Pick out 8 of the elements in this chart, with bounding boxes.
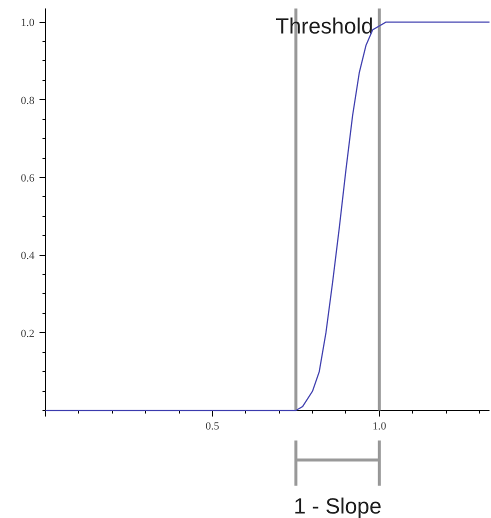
text: 1 - Slope: [294, 494, 382, 518]
y-tick-label: 0.2: [20, 328, 34, 340]
y-tick-label: 1.0: [20, 17, 35, 30]
ref-line-label: Threshold: [276, 14, 374, 38]
y-tick-label: 0.6: [20, 172, 35, 184]
y-tick-label: 0.8: [20, 94, 35, 107]
x-tick-label: 0.5: [206, 420, 220, 432]
y-tick-label: 0.4: [20, 250, 35, 262]
